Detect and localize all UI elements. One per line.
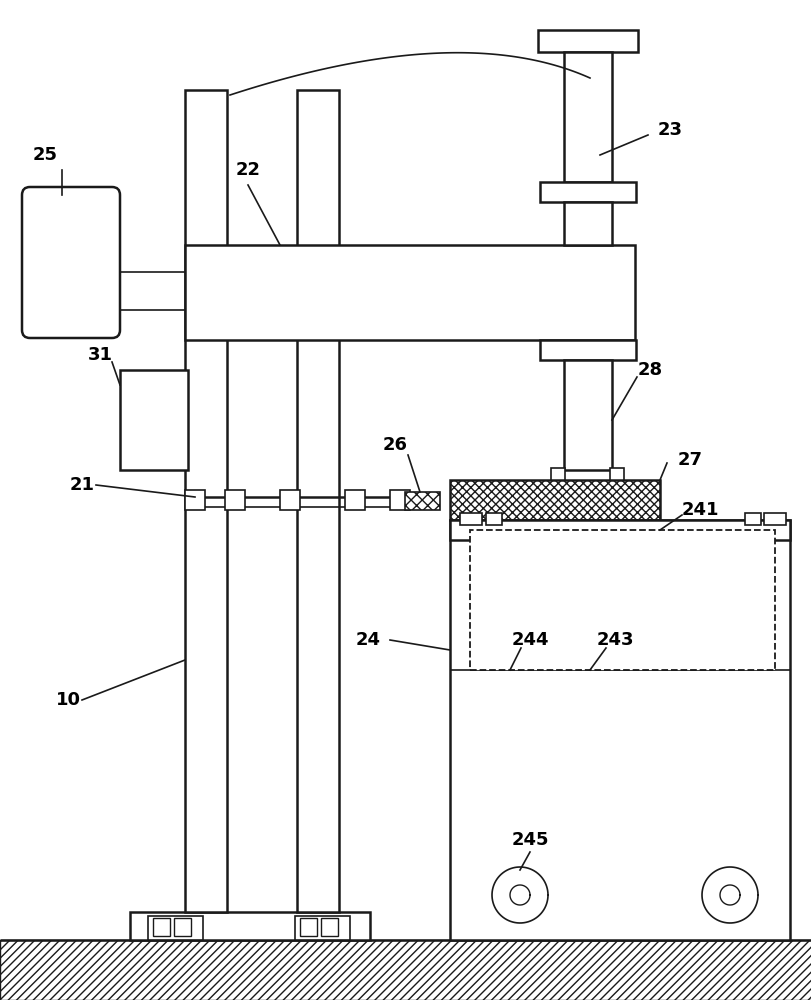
Text: 27: 27 [676,451,702,469]
Bar [551,468,564,482]
Bar [174,918,191,936]
Text: 24: 24 [355,631,380,649]
Bar [470,530,774,670]
Bar [609,468,623,482]
Bar [564,360,611,470]
Bar [0,940,811,1000]
Text: 21: 21 [70,476,94,494]
Bar [564,52,611,182]
Bar [538,30,637,52]
FancyBboxPatch shape [22,187,120,338]
Text: 245: 245 [511,831,548,849]
Bar [294,916,350,940]
Bar [297,90,338,912]
Bar [120,370,188,470]
Bar [449,520,789,940]
Text: 243: 243 [595,631,633,649]
Text: 28: 28 [637,361,662,379]
Bar [320,918,337,936]
Bar [299,918,316,936]
Bar [280,490,299,510]
Bar [539,182,635,202]
Bar [405,492,440,510]
Text: 25: 25 [32,146,58,164]
Bar [486,513,501,525]
Bar [539,340,635,360]
Bar [185,490,204,510]
Bar [763,513,785,525]
Text: 22: 22 [235,161,260,179]
Text: 244: 244 [511,631,548,649]
Text: 31: 31 [88,346,113,364]
Bar [460,513,482,525]
Text: 23: 23 [657,121,682,139]
Bar [744,513,760,525]
Bar [130,912,370,940]
Bar [449,480,659,520]
Bar [152,918,169,936]
Bar [185,90,227,912]
Text: 241: 241 [680,501,718,519]
Bar [564,202,611,245]
Text: 10: 10 [55,691,80,709]
Bar [148,916,203,940]
Bar [225,490,245,510]
Text: 26: 26 [382,436,407,454]
Bar [449,520,789,540]
Bar [389,490,410,510]
Bar [185,245,634,340]
Bar [345,490,365,510]
